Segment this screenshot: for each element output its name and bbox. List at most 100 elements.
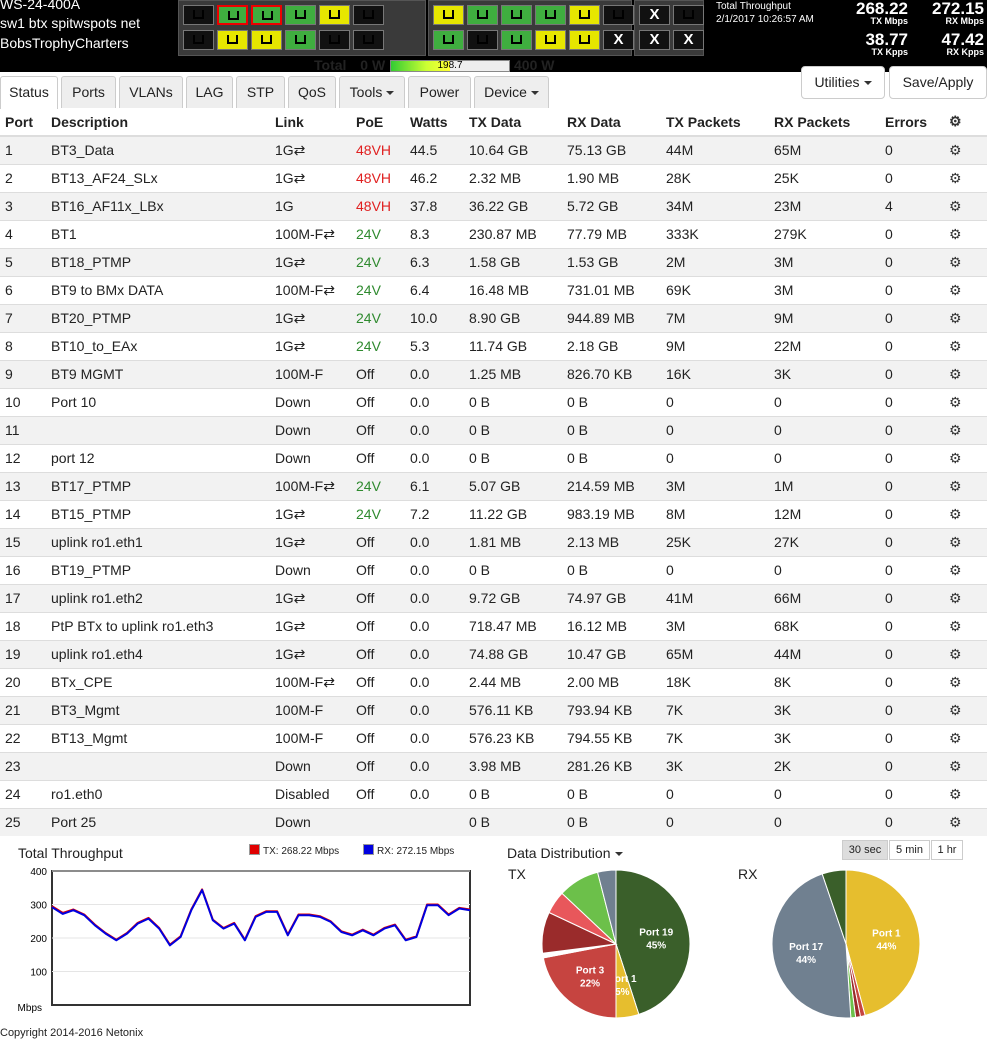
utilities-button[interactable]: Utilities (801, 66, 885, 99)
gear-icon[interactable]: ⚙ (944, 723, 987, 752)
port-led[interactable] (433, 5, 464, 25)
cell-port: 19 (0, 639, 46, 668)
tab-tools[interactable]: Tools (339, 76, 405, 108)
port-led[interactable] (569, 5, 600, 25)
port-led[interactable] (285, 5, 316, 25)
pie-slice (596, 869, 617, 945)
port-led[interactable] (353, 30, 384, 50)
port-led[interactable] (603, 5, 634, 25)
gear-icon[interactable]: ⚙ (944, 219, 987, 248)
cell-tx-packets: 8M (661, 499, 769, 528)
cell-rx-data: 0 B (562, 387, 661, 416)
tab-ports[interactable]: Ports (61, 76, 116, 108)
range-1hr-button[interactable]: 1 hr (931, 840, 963, 860)
gear-icon[interactable]: ⚙ (944, 275, 987, 304)
port-led[interactable] (285, 30, 316, 50)
cell-errors: 0 (880, 611, 944, 640)
gear-icon[interactable]: ⚙ (944, 331, 987, 360)
table-row: 3 BT16_AF11x_LBx 1G 48VH 37.8 36.22 GB 5.72 GB… (0, 191, 987, 220)
tab-lag[interactable]: LAG (186, 76, 233, 108)
gear-icon[interactable]: ⚙ (944, 108, 987, 137)
port-led[interactable]: X (639, 5, 670, 25)
port-led[interactable] (501, 30, 532, 50)
tab-status[interactable]: Status (0, 76, 58, 109)
tab-qos[interactable]: QoS (288, 76, 336, 108)
port-led[interactable] (183, 5, 214, 25)
tab-device[interactable]: Device (474, 76, 549, 108)
cell-rx-packets: 1M (769, 471, 880, 500)
port-led[interactable] (217, 30, 248, 50)
gear-icon[interactable]: ⚙ (944, 527, 987, 556)
port-led[interactable]: X (603, 30, 634, 50)
port-led[interactable] (673, 5, 704, 25)
cell-tx-data: 0 B (464, 415, 562, 444)
power-value: 198.7 (437, 60, 463, 71)
cell-rx-packets: 3K (769, 695, 880, 724)
range-5min-button[interactable]: 5 min (889, 840, 930, 860)
cell-watts: 0.0 (405, 723, 464, 752)
range-30sec-button[interactable]: 30 sec (842, 840, 888, 860)
port-led[interactable] (467, 5, 498, 25)
port-led[interactable]: X (673, 30, 704, 50)
port-led[interactable] (535, 30, 566, 50)
gear-icon[interactable]: ⚙ (944, 779, 987, 808)
gear-icon[interactable]: ⚙ (944, 499, 987, 528)
gear-icon[interactable]: ⚙ (944, 135, 987, 164)
port-led[interactable]: X (639, 30, 670, 50)
gear-icon[interactable]: ⚙ (944, 471, 987, 500)
cell-link: 1G⇄ (270, 135, 351, 164)
cell-port: 21 (0, 695, 46, 724)
gear-icon[interactable]: ⚙ (944, 191, 987, 220)
data-distribution-dropdown[interactable]: Data Distribution (507, 845, 623, 861)
gear-icon[interactable]: ⚙ (944, 639, 987, 668)
cell-description: BT19_PTMP (46, 555, 270, 584)
gear-icon[interactable]: ⚙ (944, 359, 987, 388)
close-icon: X (613, 31, 624, 48)
column-header: Description (46, 108, 270, 137)
port-led[interactable] (467, 30, 498, 50)
port-led[interactable] (251, 5, 282, 25)
cell-tx-data: 2.44 MB (464, 667, 562, 696)
gear-icon[interactable]: ⚙ (944, 387, 987, 416)
port-led[interactable] (433, 30, 464, 50)
table-row: 5 BT18_PTMP 1G⇄ 24V 6.3 1.58 GB 1.53 GB 2M 3M 0 ⚙ (0, 247, 987, 276)
cell-tx-packets: 2M (661, 247, 769, 276)
gear-icon[interactable]: ⚙ (944, 247, 987, 276)
cell-errors: 0 (880, 471, 944, 500)
gear-icon[interactable]: ⚙ (944, 583, 987, 612)
gear-icon[interactable]: ⚙ (944, 555, 987, 584)
gear-icon[interactable]: ⚙ (944, 415, 987, 444)
gear-icon[interactable]: ⚙ (944, 443, 987, 472)
gear-icon[interactable]: ⚙ (944, 611, 987, 640)
port-led[interactable] (353, 5, 384, 25)
table-row: 14 BT15_PTMP 1G⇄ 24V 7.2 11.22 GB 983.19 MB 8M 1… (0, 499, 987, 528)
cell-tx-data: 11.74 GB (464, 331, 562, 360)
cell-tx-data: 1.25 MB (464, 359, 562, 388)
tab-power[interactable]: Power (408, 76, 471, 108)
gear-icon[interactable]: ⚙ (944, 303, 987, 332)
port-led[interactable] (183, 30, 214, 50)
cell-tx-data: 16.48 MB (464, 275, 562, 304)
port-led[interactable] (569, 30, 600, 50)
gear-icon[interactable]: ⚙ (944, 807, 987, 836)
cell-errors: 0 (880, 639, 944, 668)
column-header: RX Packets (769, 108, 880, 137)
tab-vlans[interactable]: VLANs (119, 76, 183, 108)
port-led[interactable] (217, 5, 248, 25)
save-apply-button[interactable]: Save/Apply (889, 66, 987, 99)
port-led[interactable] (319, 30, 350, 50)
cell-errors: 0 (880, 247, 944, 276)
gear-icon[interactable]: ⚙ (944, 163, 987, 192)
port-led[interactable] (535, 5, 566, 25)
tab-stp[interactable]: STP (236, 76, 285, 108)
cell-link: 1G⇄ (270, 583, 351, 612)
port-led[interactable] (501, 5, 532, 25)
port-led[interactable] (319, 5, 350, 25)
gear-icon[interactable]: ⚙ (944, 751, 987, 780)
gear-icon[interactable]: ⚙ (944, 667, 987, 696)
port-led[interactable] (251, 30, 282, 50)
gear-icon[interactable]: ⚙ (944, 695, 987, 724)
cell-tx-data: 2.32 MB (464, 163, 562, 192)
